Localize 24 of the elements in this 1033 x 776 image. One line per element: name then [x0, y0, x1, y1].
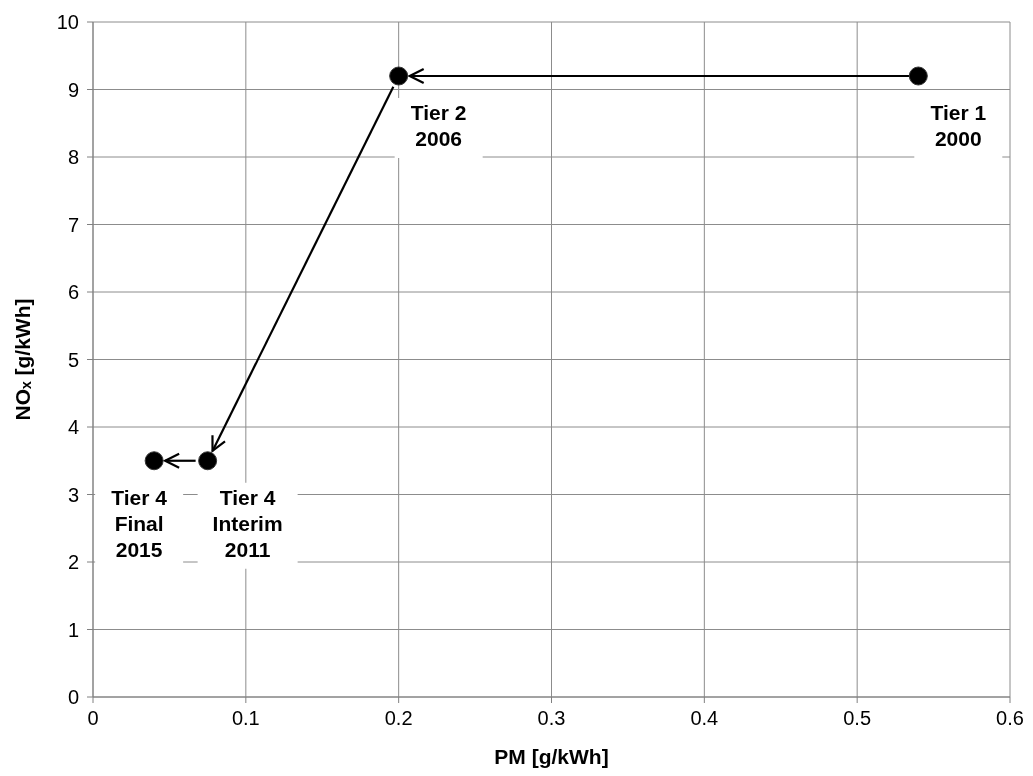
y-tick-label: 5	[67, 348, 79, 371]
x-tick-label: 0.3	[537, 707, 566, 729]
y-tick-label: 8	[67, 146, 79, 168]
y-tick-label: 2	[67, 551, 79, 573]
y-tick-label: 0	[67, 686, 79, 708]
y-tick-label: 3	[67, 483, 79, 506]
y-tick-label: 10	[56, 11, 79, 33]
y-tick-label: 7	[67, 213, 79, 236]
x-tick-label: 0.2	[384, 707, 413, 729]
y-tick-label: 4	[67, 416, 79, 438]
x-tick-label: 0.5	[843, 707, 872, 729]
annotation: Tier 2 2006	[410, 101, 467, 150]
x-tick-label: 0.6	[996, 707, 1024, 729]
y-axis-title: NOₓ [g/kWh]	[11, 298, 34, 421]
annotation: Tier 4 Final 2015	[111, 485, 168, 561]
y-tick-label: 9	[67, 78, 79, 101]
x-axis-title: PM [g/kWh]	[494, 745, 609, 768]
annotation: Tier 4 Interim 2011	[212, 485, 283, 561]
x-tick-label: 0	[87, 707, 99, 729]
y-tick-label: 1	[67, 618, 79, 641]
x-tick-label: 0.4	[690, 707, 719, 729]
x-tick-label: 0.1	[231, 707, 260, 729]
y-tick-label: 6	[67, 281, 79, 303]
annotation: Tier 1 2000	[930, 101, 987, 150]
